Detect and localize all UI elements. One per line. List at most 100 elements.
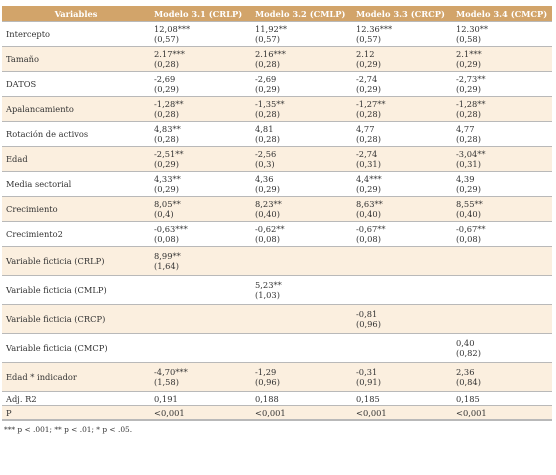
- standard-error: (0,28): [154, 109, 179, 119]
- standard-error: (1,64): [154, 261, 179, 271]
- standard-error: (0,28): [356, 109, 381, 119]
- standard-error: (1,03): [255, 290, 280, 300]
- coefficient-value: 8,05**: [154, 199, 181, 209]
- coefficient-value: -0,67**: [456, 224, 486, 234]
- coefficient-value: -2,56: [255, 149, 277, 159]
- header-model-3-3: Modelo 3.3 (CRCP): [352, 6, 452, 22]
- row-label: Crecimiento: [2, 196, 150, 222]
- cell-model-3: [352, 246, 452, 276]
- standard-error: (0,29): [356, 84, 381, 94]
- cell-model-3: -0,31 (0,91): [352, 362, 452, 392]
- coefficient-value: 4,83**: [154, 124, 181, 134]
- cell-model-1: [150, 333, 251, 363]
- cell-model-2: 5,23** (1,03): [251, 275, 352, 305]
- cell-model-1: 4,83** (0,28): [150, 121, 251, 147]
- cell-model-3: 12.36*** (0,57): [352, 21, 452, 47]
- row-label: Apalancamiento: [2, 96, 150, 122]
- cell-model-1: -0,63*** (0,08): [150, 221, 251, 247]
- row-label: Intercepto: [2, 21, 150, 47]
- cell-model-1: 8,99** (1,64): [150, 246, 251, 276]
- coefficient-value: 8,99**: [154, 251, 181, 261]
- table-header-row: Variables Modelo 3.1 (CRLP) Modelo 3.2 (…: [2, 6, 552, 22]
- table-row: Variable ficticia (CRLP) 8,99** (1,64): [2, 246, 552, 276]
- coefficient-value: 2,36: [456, 367, 475, 377]
- cell-model-1: [150, 275, 251, 305]
- cell-model-2: 8,23** (0,40): [251, 196, 352, 222]
- coefficient-value: <0,001: [456, 407, 487, 418]
- cell-model-3: [352, 275, 452, 305]
- coefficient-value: 4,77: [356, 124, 375, 134]
- standard-error: (0,29): [154, 184, 179, 194]
- coefficient-value: -2,69: [255, 74, 277, 84]
- row-label: Edad: [2, 146, 150, 172]
- cell-model-2: -1,29 (0,96): [251, 362, 352, 392]
- table-row: Variable ficticia (CMCP) 0,40 (0,82): [2, 333, 552, 363]
- cell-model-2: [251, 246, 352, 276]
- standard-error: (0,29): [154, 84, 179, 94]
- cell-model-4: 2.1*** (0,29): [452, 46, 552, 72]
- cell-model-2: <0,001: [251, 405, 352, 420]
- coefficient-value: 4,39: [456, 174, 475, 184]
- standard-error: (0,29): [456, 59, 481, 69]
- cell-model-4: 0,40 (0,82): [452, 333, 552, 363]
- row-label: Media sectorial: [2, 171, 150, 197]
- standard-error: (0,29): [456, 184, 481, 194]
- cell-model-2: 2.16*** (0,28): [251, 46, 352, 72]
- cell-model-3: -2,74 (0,31): [352, 146, 452, 172]
- standard-error: (0,29): [356, 184, 381, 194]
- header-model-3-4: Modelo 3.4 (CMCP): [452, 6, 552, 22]
- cell-model-2: -2,69 (0,29): [251, 71, 352, 97]
- coefficient-value: 0,185: [456, 393, 480, 404]
- cell-model-3: 2.12 (0,29): [352, 46, 452, 72]
- coefficient-value: 2.16***: [255, 49, 286, 59]
- coefficient-value: 8,55**: [456, 199, 483, 209]
- cell-model-3: -0,81 (0,96): [352, 304, 452, 334]
- standard-error: (0,84): [456, 377, 481, 387]
- table-row: Crecimiento 8,05** (0,4) 8,23** (0,40) 8,63**…: [2, 196, 552, 222]
- table-row: Tamaño 2.17*** (0,28) 2.16*** (0,28) 2.12 (0,2…: [2, 46, 552, 72]
- standard-error: (0,40): [356, 209, 381, 219]
- standard-error: (0,29): [456, 84, 481, 94]
- standard-error: (0,57): [255, 34, 280, 44]
- standard-error: (0,28): [255, 59, 280, 69]
- coefficient-value: <0,001: [356, 407, 387, 418]
- cell-model-1: 0,191: [150, 391, 251, 406]
- table-row: P <0,001 <0,001 <0,001 <0,001: [2, 405, 552, 420]
- cell-model-3: [352, 333, 452, 363]
- standard-error: (0,28): [456, 109, 481, 119]
- cell-model-1: 4,33** (0,29): [150, 171, 251, 197]
- cell-model-2: -0,62** (0,08): [251, 221, 352, 247]
- cell-model-4: [452, 246, 552, 276]
- cell-model-2: -2,56 (0,3): [251, 146, 352, 172]
- standard-error: (0,31): [456, 159, 481, 169]
- cell-model-2: [251, 333, 352, 363]
- standard-error: (0,08): [255, 234, 280, 244]
- cell-model-1: -2,69 (0,29): [150, 71, 251, 97]
- row-label: Rotación de activos: [2, 121, 150, 147]
- cell-model-4: 0,185: [452, 391, 552, 406]
- row-label: Variable ficticia (CRCP): [2, 304, 150, 334]
- coefficient-value: 4,33**: [154, 174, 181, 184]
- cell-model-4: <0,001: [452, 405, 552, 420]
- standard-error: (0,57): [356, 34, 381, 44]
- row-label: P: [2, 405, 150, 420]
- coefficient-value: 4,36: [255, 174, 274, 184]
- standard-error: (0,08): [356, 234, 381, 244]
- table-row: Rotación de activos 4,83** (0,28) 4,81 (0,28…: [2, 121, 552, 147]
- coefficient-value: -1,35**: [255, 99, 285, 109]
- coefficient-value: 4,77: [456, 124, 475, 134]
- coefficient-value: -0,63***: [154, 224, 188, 234]
- cell-model-4: [452, 304, 552, 334]
- table-body: Intercepto 12,08*** (0,57) 11,92** (0,57) 12.…: [2, 21, 552, 420]
- cell-model-3: <0,001: [352, 405, 452, 420]
- row-label: Adj. R2: [2, 391, 150, 406]
- row-label: Variable ficticia (CRLP): [2, 246, 150, 276]
- coefficient-value: -2,74: [356, 74, 378, 84]
- coefficient-value: 2.17***: [154, 49, 185, 59]
- header-model-3-2: Modelo 3.2 (CMLP): [251, 6, 352, 22]
- standard-error: (0,57): [154, 34, 179, 44]
- standard-error: (0,29): [154, 159, 179, 169]
- coefficient-value: 12,08***: [154, 24, 191, 34]
- coefficient-value: 5,23**: [255, 280, 282, 290]
- coefficient-value: -0,31: [356, 367, 378, 377]
